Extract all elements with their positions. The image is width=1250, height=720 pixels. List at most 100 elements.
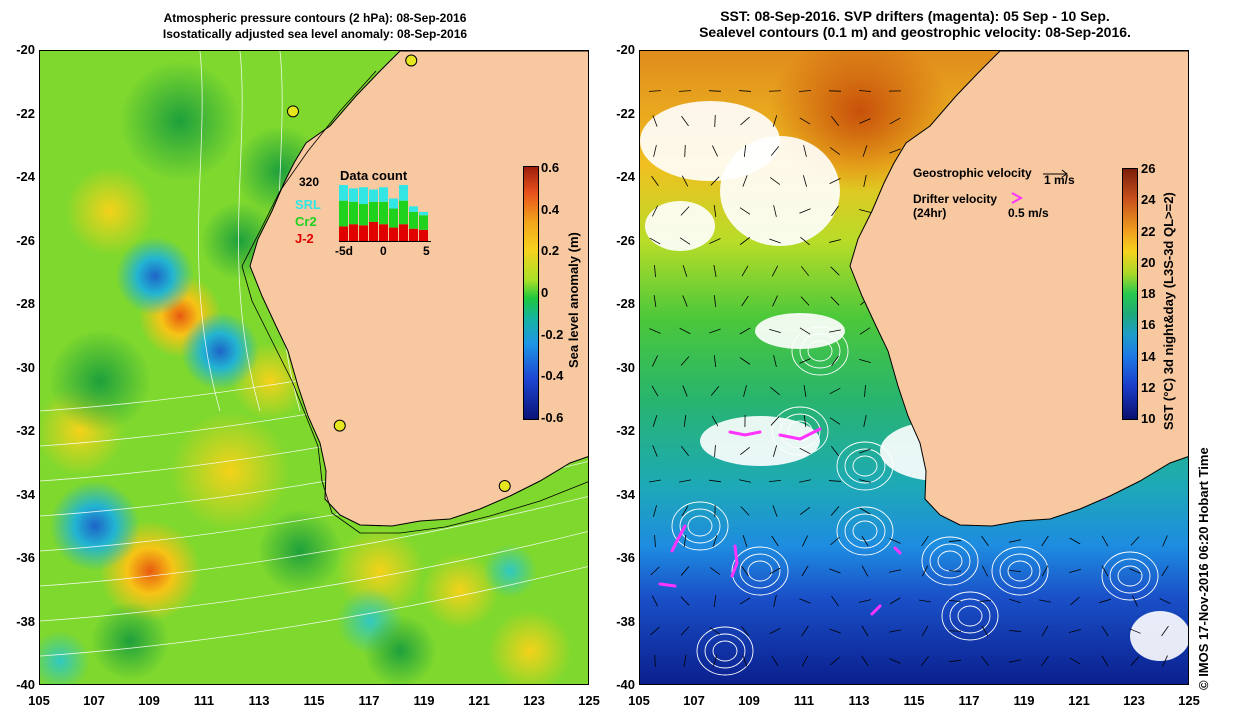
velocity-arrow bbox=[772, 295, 778, 307]
velocity-arrow bbox=[859, 118, 871, 124]
velocity-arrow bbox=[858, 90, 872, 92]
velocity-arrow bbox=[739, 327, 751, 335]
velocity-arrow bbox=[863, 415, 867, 427]
anomaly-eddy bbox=[120, 61, 240, 181]
velocity-arrow bbox=[709, 238, 721, 244]
x-tick-label: 115 bbox=[303, 693, 325, 708]
velocity-arrow bbox=[948, 630, 962, 632]
drifter-track bbox=[893, 546, 902, 555]
velocity-arrow bbox=[770, 146, 780, 156]
velocity-arrow bbox=[889, 629, 901, 633]
colorbar-tick-label: 18 bbox=[1141, 286, 1156, 301]
colorbar-tick-label: 12 bbox=[1141, 379, 1156, 395]
drifter-track bbox=[870, 604, 882, 616]
y-tick-label: -38 bbox=[616, 613, 635, 629]
velocity-arrow bbox=[772, 445, 778, 457]
pressure-isobar bbox=[198, 51, 221, 412]
tide-gauge-marker bbox=[405, 54, 418, 67]
velocity-arrow bbox=[714, 444, 716, 458]
velocity-arrow bbox=[648, 90, 662, 92]
velocity-arrow bbox=[713, 265, 717, 277]
velocity-arrow bbox=[771, 265, 779, 277]
anomaly-eddy bbox=[258, 509, 342, 593]
velocity-arrow bbox=[829, 417, 841, 425]
velocity-arrow bbox=[799, 117, 811, 125]
velocity-arrow bbox=[739, 597, 751, 605]
right-title-line1: SST: 08-Sep-2016. SVP drifters (magenta)… bbox=[720, 8, 1110, 24]
tide-gauge-marker bbox=[333, 419, 346, 432]
velocity-arrow bbox=[1069, 657, 1081, 665]
velocity-arrow bbox=[769, 567, 781, 575]
geostrophic-velocity-arrows bbox=[648, 90, 1171, 668]
velocity-arrow bbox=[681, 505, 689, 517]
velocity-arrow bbox=[981, 565, 989, 577]
velocity-arrow bbox=[681, 175, 689, 187]
velocity-arrow bbox=[859, 479, 871, 483]
velocity-arrow bbox=[919, 599, 931, 603]
sealevel-contour bbox=[791, 326, 849, 376]
data-count-bar-segment bbox=[419, 229, 428, 241]
velocity-arrow bbox=[802, 175, 808, 187]
y-tick-label: -20 bbox=[16, 42, 35, 57]
velocity-arrow bbox=[714, 114, 716, 128]
velocity-arrow bbox=[1162, 535, 1168, 547]
anomaly-eddies bbox=[40, 61, 572, 684]
drifter-track bbox=[658, 582, 677, 588]
velocity-arrow bbox=[773, 205, 777, 217]
drifter-track bbox=[670, 524, 687, 553]
velocity-arrow bbox=[831, 205, 839, 217]
anomaly-eddy bbox=[364, 615, 436, 684]
velocity-arrow bbox=[861, 625, 869, 637]
anomaly-eddy bbox=[40, 631, 90, 684]
y-tick-label: -22 bbox=[616, 105, 635, 121]
velocity-arrow bbox=[713, 204, 717, 218]
sealevel-contours bbox=[671, 326, 1159, 676]
right-map-title: SST: 08-Sep-2016. SVP drifters (magenta)… bbox=[640, 8, 1190, 40]
velocity-arrow bbox=[740, 116, 750, 126]
sealevel-contour bbox=[941, 591, 999, 641]
velocity-arrow bbox=[709, 479, 721, 483]
sealevel-contour bbox=[1101, 551, 1159, 601]
x-tick-label: 123 bbox=[523, 693, 545, 708]
sst-map-svg bbox=[640, 51, 1188, 684]
velocity-arrow bbox=[709, 328, 721, 334]
velocity-arrow bbox=[799, 358, 811, 364]
velocity-arrow bbox=[921, 655, 929, 667]
velocity-arrow bbox=[649, 479, 661, 483]
colorbar-tick-label: 24 bbox=[1141, 192, 1156, 208]
velocity-arrow bbox=[739, 479, 751, 483]
velocity-arrow bbox=[1070, 596, 1080, 606]
velocity-arrow bbox=[683, 535, 687, 547]
data-count-bar-segment bbox=[339, 226, 348, 241]
velocity-arrow bbox=[829, 239, 841, 243]
velocity-arrow bbox=[801, 655, 809, 667]
drifter-track bbox=[728, 430, 762, 437]
velocity-arrow bbox=[1069, 537, 1081, 545]
velocity-arrow bbox=[742, 535, 748, 547]
sst-colorbar bbox=[1122, 168, 1138, 420]
data-count-max: 320 bbox=[299, 175, 320, 189]
velocity-arrow bbox=[800, 266, 810, 276]
colorbar-tick-label: 0 bbox=[541, 285, 549, 300]
geostrophic-scale-arrow-icon bbox=[1043, 169, 1068, 178]
velocity-arrow bbox=[649, 237, 661, 245]
velocity-arrow bbox=[799, 327, 811, 335]
velocity-arrow bbox=[652, 115, 658, 127]
colorbar-tick-label: 26 bbox=[1141, 161, 1156, 176]
anomaly-eddy bbox=[50, 481, 140, 571]
y-tick-label: -32 bbox=[16, 423, 35, 438]
sea-level-anomaly-map-svg bbox=[40, 51, 588, 684]
x-tick-label: 113 bbox=[248, 693, 270, 708]
velocity-arrow bbox=[1041, 565, 1049, 577]
velocity-arrow bbox=[682, 295, 688, 307]
velocity-arrow bbox=[709, 567, 721, 575]
pressure-contours bbox=[40, 51, 588, 657]
sealevel-contour bbox=[687, 515, 713, 537]
velocity-arrow bbox=[652, 415, 658, 427]
data-count-bar-segment bbox=[419, 215, 428, 230]
velocity-arrow bbox=[1130, 656, 1140, 666]
velocity-arrow bbox=[652, 355, 658, 367]
velocity-arrow bbox=[651, 385, 659, 397]
velocity-arrow bbox=[831, 445, 839, 457]
anomaly-eddy bbox=[65, 166, 155, 256]
